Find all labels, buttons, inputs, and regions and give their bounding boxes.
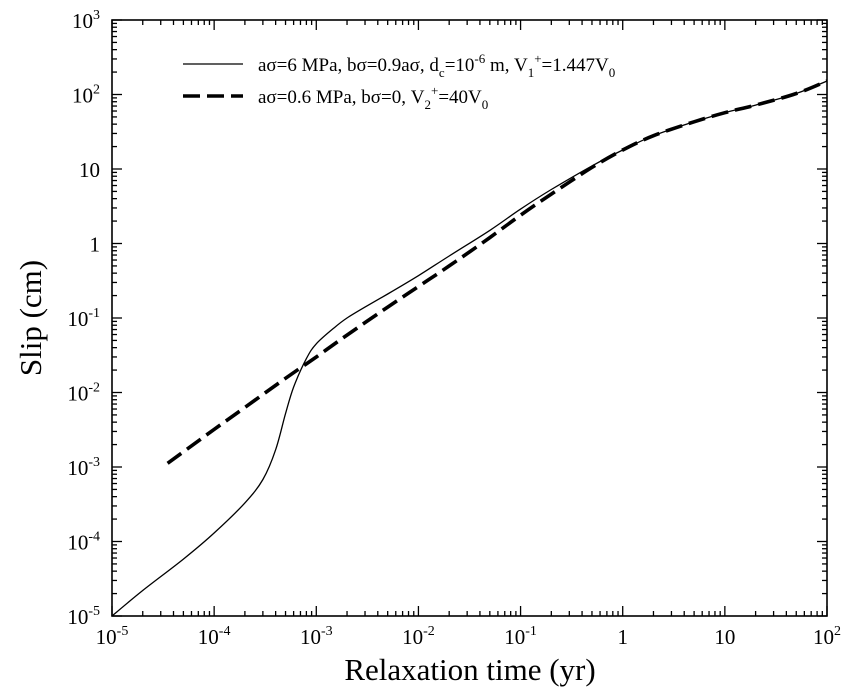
series-layer xyxy=(111,79,828,617)
plot-frame xyxy=(111,19,828,617)
x-axis-title: Relaxation time (yr) xyxy=(344,652,595,687)
y-tick-label: 10-1 xyxy=(67,306,100,331)
y-tick-label: 103 xyxy=(72,8,100,33)
x-tick-label: 1 xyxy=(617,625,628,649)
y-tick-label: 102 xyxy=(72,83,100,108)
x-tick-label: 10-4 xyxy=(198,624,231,649)
y-tick-label: 10-2 xyxy=(67,381,100,406)
y-axis-title: Slip (cm) xyxy=(13,260,48,376)
y-tick-label: 10 xyxy=(79,158,100,182)
y-tick-label: 10-5 xyxy=(67,604,100,629)
x-tick-label: 10 xyxy=(714,625,735,649)
series-1-line xyxy=(111,80,828,617)
x-tick-label: 102 xyxy=(813,624,841,649)
series-2-line xyxy=(166,79,828,465)
y-tick-label: 10-4 xyxy=(67,530,100,555)
y-tick-label: 10-3 xyxy=(67,455,100,480)
legend-label-1: aσ=6 MPa, bσ=0.9aσ, dc=10-6 m, V1+=1.447… xyxy=(258,51,615,80)
x-axis: 10-5 10-4 10-3 10-2 10-1 1 10 102 xyxy=(96,20,841,649)
x-tick-label: 10-2 xyxy=(402,624,435,649)
y-axis: 10-5 10-4 10-3 10-2 10-1 1 10 102 103 xyxy=(67,8,827,629)
legend-label-2: aσ=0.6 MPa, bσ=0, V2+=40V0 xyxy=(258,83,488,112)
x-tick-label: 10-1 xyxy=(504,624,537,649)
x-tick-label: 10-3 xyxy=(300,624,333,649)
x-tick-label: 10-5 xyxy=(96,624,129,649)
y-tick-label: 1 xyxy=(90,233,101,257)
legend: aσ=6 MPa, bσ=0.9aσ, dc=10-6 m, V1+=1.447… xyxy=(183,51,615,112)
